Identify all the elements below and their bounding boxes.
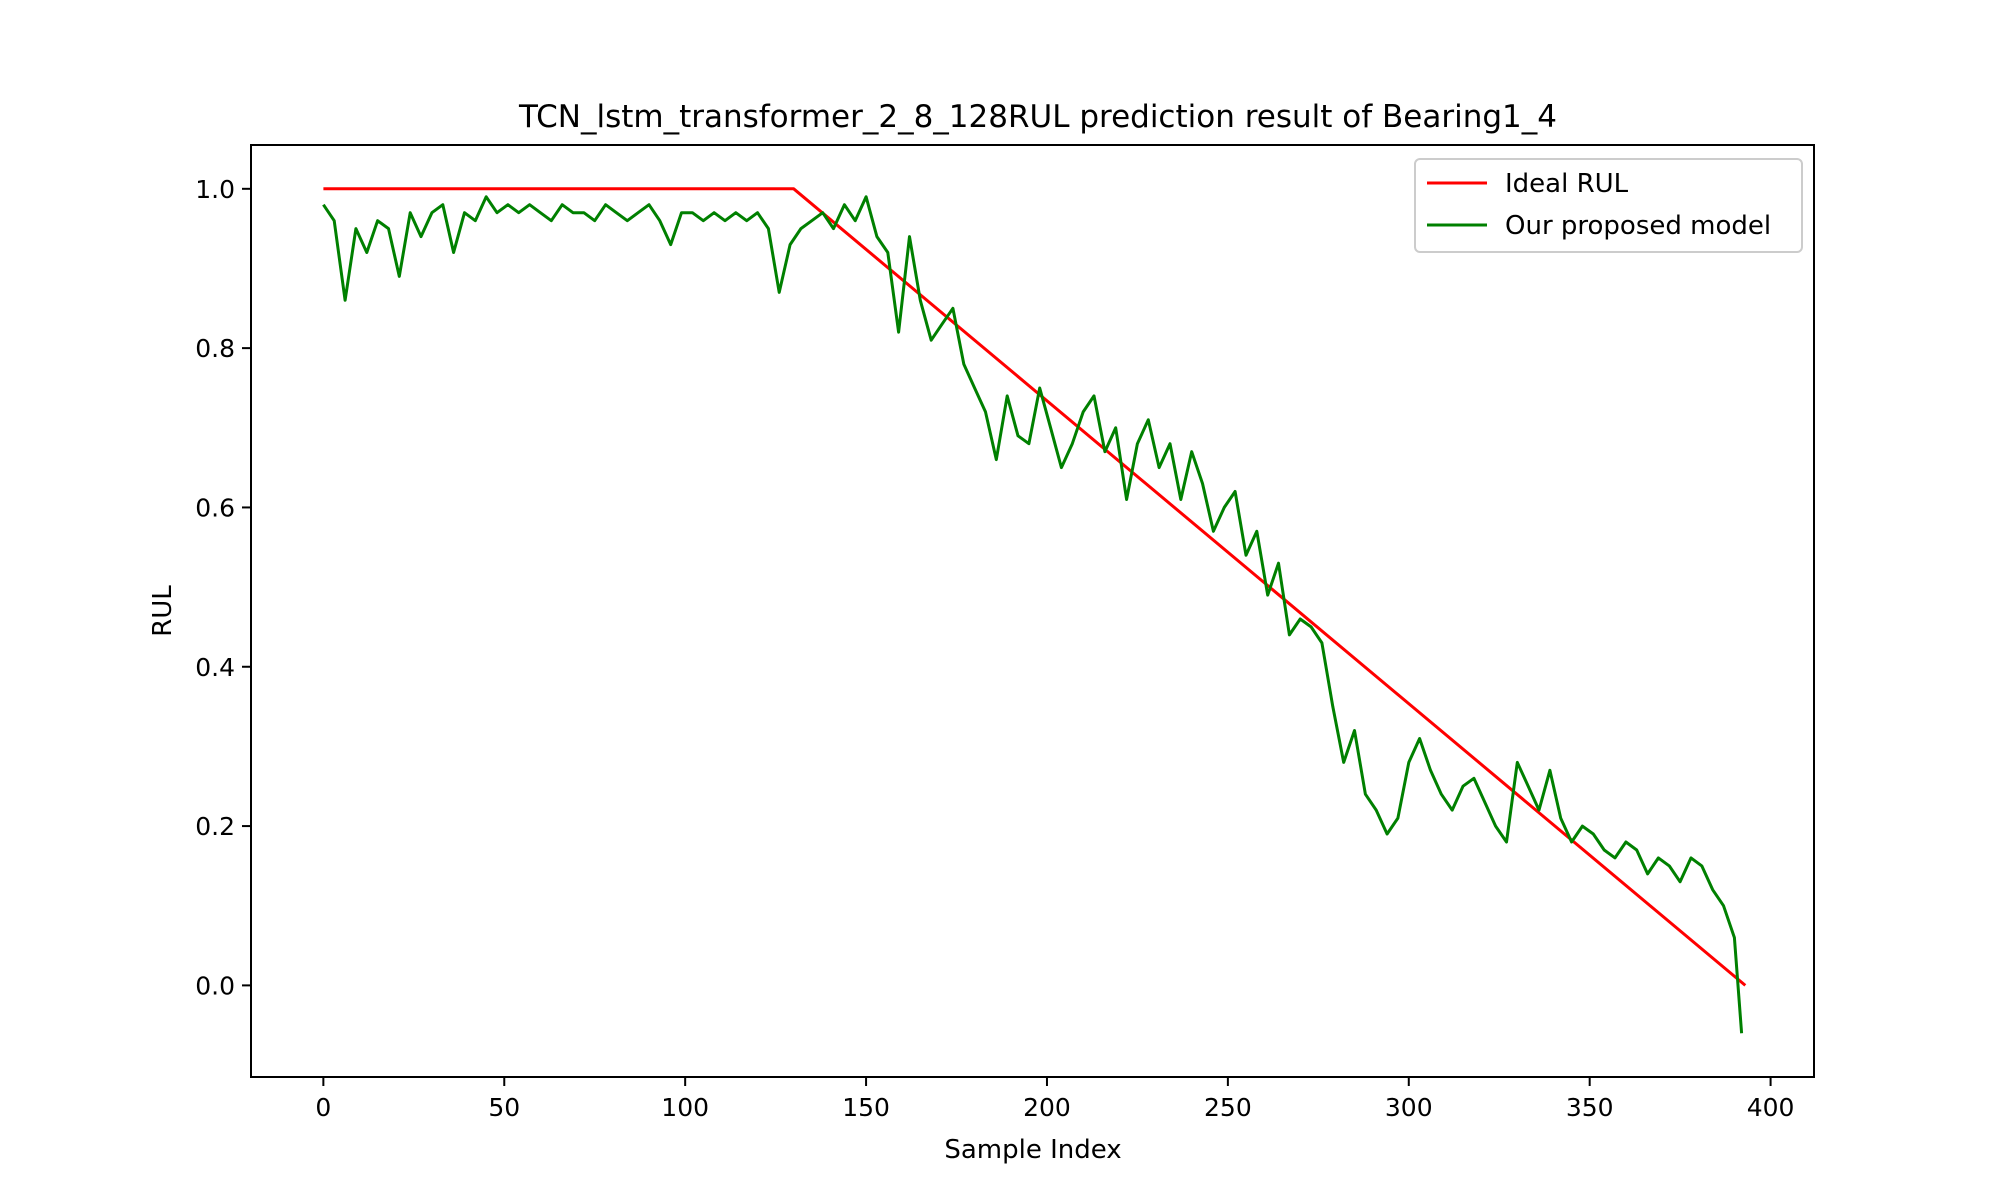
x-tick-label: 250 — [1204, 1093, 1252, 1122]
y-tick-label: 0.4 — [195, 653, 235, 682]
y-tick-label: 0.2 — [195, 812, 235, 841]
legend: Ideal RUL Our proposed model — [1414, 158, 1803, 253]
x-tick-label: 150 — [842, 1093, 890, 1122]
x-tick-label: 350 — [1566, 1093, 1614, 1122]
x-tick-label: 400 — [1747, 1093, 1795, 1122]
x-axis-label: Sample Index — [944, 1135, 1121, 1165]
plot-frame — [250, 144, 1815, 1078]
y-axis-label: RUL — [148, 585, 178, 637]
y-tick-label: 0.8 — [195, 334, 235, 363]
x-tick-label: 200 — [1023, 1093, 1071, 1122]
x-axis-ticks: 0 50 100 150 200 250 300 350 400 — [315, 1077, 1794, 1122]
x-tick-label: 50 — [488, 1093, 520, 1122]
plot-series — [322, 187, 1747, 1034]
y-tick-label: 1.0 — [195, 175, 235, 204]
y-tick-label: 0.6 — [195, 493, 235, 522]
x-tick-label: 100 — [661, 1093, 709, 1122]
series-line-ideal-rul — [323, 187, 1747, 987]
legend-frame — [1414, 158, 1803, 253]
series-line-proposed-model — [322, 195, 1744, 1034]
y-tick-label: 0.0 — [195, 971, 235, 1000]
legend-label-proposed-model: Our proposed model — [1505, 211, 1771, 241]
x-tick-label: 300 — [1385, 1093, 1433, 1122]
legend-label-ideal-rul: Ideal RUL — [1505, 169, 1629, 199]
y-axis-ticks: 0.0 0.2 0.4 0.6 0.8 1.0 — [195, 175, 251, 1000]
x-tick-label: 0 — [315, 1093, 331, 1122]
chart-title: TCN_lstm_transformer_2_8_128RUL predicti… — [518, 99, 1557, 135]
